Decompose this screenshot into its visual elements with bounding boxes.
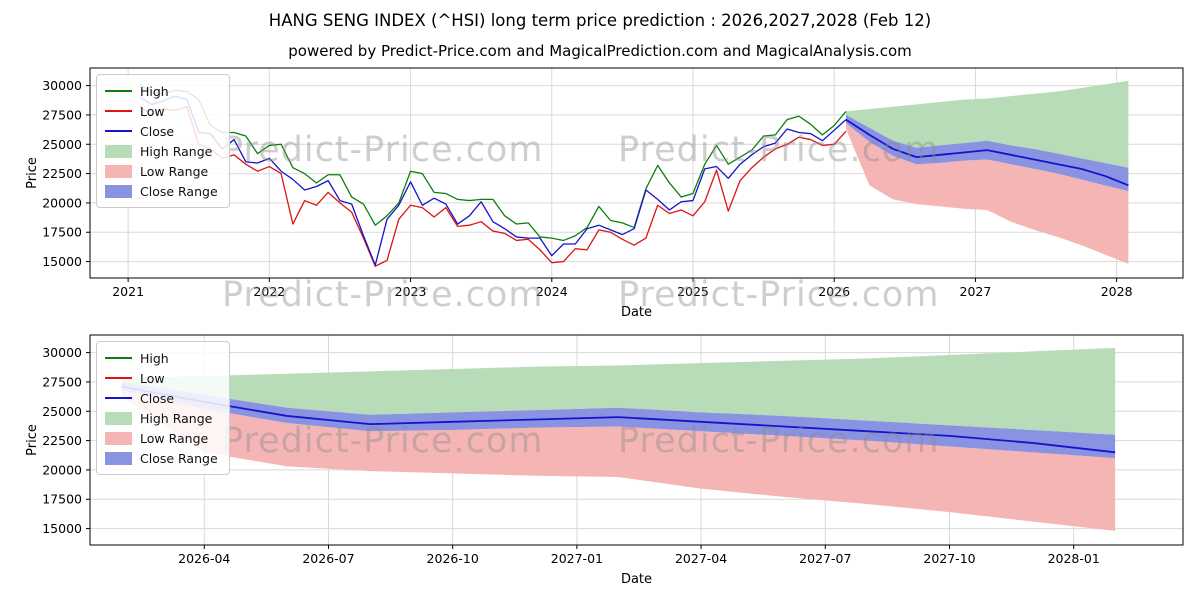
y-tick-label: 17500 <box>42 225 82 240</box>
legend-item-close: Close <box>105 121 218 141</box>
close-line <box>139 95 847 266</box>
x-tick-label: 2027-10 <box>923 551 975 566</box>
forecast-bands <box>121 347 1116 531</box>
close-forecast-line <box>845 118 1129 187</box>
legend-swatch <box>105 89 132 93</box>
legend-swatch <box>105 431 132 445</box>
legend-label: High <box>140 350 169 366</box>
legend-item-close-range: Close Range <box>105 181 218 201</box>
legend-item-high-range: High Range <box>105 141 218 161</box>
page-title: HANG SENG INDEX (^HSI) long term price p… <box>268 11 932 30</box>
y-tick-label: 30000 <box>42 345 82 360</box>
x-tick-label: 2022 <box>253 284 285 299</box>
y-tick-label: 27500 <box>42 374 82 389</box>
price-history-forecast-chart: 2021 2022 2023 2024 2025 2026 2027 2028 15000 175… <box>25 67 1184 320</box>
x-tick-label: 2027-07 <box>799 551 851 566</box>
x-tick-label: 2026-10 <box>427 551 479 566</box>
legend-label: Low Range <box>140 163 209 179</box>
y-tick-label: 20000 <box>42 195 82 210</box>
legend-swatch <box>105 184 132 198</box>
x-axis-label: Date <box>621 572 652 587</box>
legend-item-low-range: Low Range <box>105 428 218 448</box>
legend-swatch <box>105 396 132 400</box>
page-subtitle: powered by Predict-Price.com and Magical… <box>288 42 912 60</box>
y-tick-label: 25000 <box>42 137 82 152</box>
legend-item-low: Low <box>105 101 218 121</box>
x-tick-label: 2021 <box>112 284 144 299</box>
legend-item-high: High <box>105 348 218 368</box>
axes: 2026-04 2026-07 2026-10 2027-01 2027-04 2027-… <box>25 334 1184 587</box>
legend-swatch <box>105 164 132 178</box>
low-line <box>139 106 847 267</box>
close-range-fill <box>845 114 1129 192</box>
legend-label: Low Range <box>140 430 209 446</box>
low-range-fill <box>845 123 1129 264</box>
legend-label: Low <box>140 370 165 386</box>
legend-swatch <box>105 451 132 465</box>
x-tick-label: 2025 <box>677 284 709 299</box>
y-tick-label: 30000 <box>42 78 82 93</box>
legend-top-chart: High Low Close High Range Low Range Close Ran… <box>96 74 230 208</box>
legend-swatch <box>105 129 132 133</box>
legend-swatch <box>105 356 132 360</box>
high-range-fill <box>121 347 1116 435</box>
y-tick-label: 15000 <box>42 254 82 269</box>
legend-label: Low <box>140 103 165 119</box>
y-tick-label: 22500 <box>42 166 82 181</box>
legend-swatch <box>105 376 132 380</box>
legend-label: Close <box>140 123 175 139</box>
legend-label: High Range <box>140 410 213 426</box>
legend-item-low-range: Low Range <box>105 161 218 181</box>
price-lines <box>139 83 1129 267</box>
low-range-fill <box>121 390 1116 531</box>
legend-swatch <box>105 144 132 158</box>
legend-label: Close Range <box>140 450 218 466</box>
x-tick-label: 2027-04 <box>675 551 727 566</box>
x-tick-label: 2028-01 <box>1048 551 1100 566</box>
high-line <box>139 83 847 242</box>
x-axis-label: Date <box>621 305 652 320</box>
y-tick-label: 27500 <box>42 107 82 122</box>
x-tick-label: 2023 <box>395 284 427 299</box>
x-tick-label: 2028 <box>1101 284 1133 299</box>
close-forecast-line <box>121 385 1116 454</box>
y-axis-label: Price <box>25 424 40 456</box>
x-tick-label: 2026-07 <box>302 551 354 566</box>
y-axis-label: Price <box>25 157 40 189</box>
x-tick-label: 2026 <box>818 284 850 299</box>
legend-bottom-chart: High Low Close High Range Low Range Close Ran… <box>96 341 230 475</box>
forecast-detail-chart: 2026-04 2026-07 2026-10 2027-01 2027-04 2027-… <box>25 334 1184 587</box>
legend-item-high-range: High Range <box>105 408 218 428</box>
legend-label: High <box>140 83 169 99</box>
y-tick-label: 25000 <box>42 404 82 419</box>
legend-label: High Range <box>140 143 213 159</box>
legend-item-low: Low <box>105 368 218 388</box>
forecast-bands <box>845 80 1129 264</box>
y-tick-label: 17500 <box>42 492 82 507</box>
x-tick-label: 2024 <box>536 284 568 299</box>
legend-swatch <box>105 109 132 113</box>
y-tick-label: 22500 <box>42 433 82 448</box>
legend-swatch <box>105 411 132 425</box>
x-tick-label: 2026-04 <box>178 551 230 566</box>
y-tick-label: 20000 <box>42 462 82 477</box>
y-tick-label: 15000 <box>42 521 82 536</box>
close-range-fill <box>121 381 1116 459</box>
legend-label: Close Range <box>140 183 218 199</box>
legend-item-high: High <box>105 81 218 101</box>
legend-item-close: Close <box>105 388 218 408</box>
x-tick-label: 2027 <box>960 284 992 299</box>
high-range-fill <box>845 80 1129 168</box>
axes: 2021 2022 2023 2024 2025 2026 2027 2028 15000 175… <box>25 67 1184 320</box>
legend-item-close-range: Close Range <box>105 448 218 468</box>
price-lines <box>121 385 1116 454</box>
x-tick-label: 2027-01 <box>551 551 603 566</box>
legend-label: Close <box>140 390 175 406</box>
